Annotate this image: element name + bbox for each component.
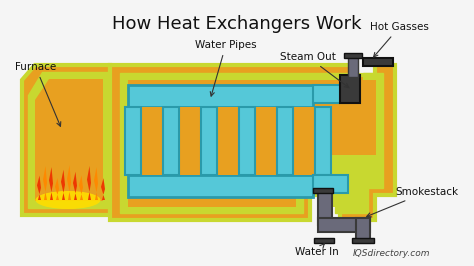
Bar — [363, 58, 393, 66]
Bar — [163, 107, 179, 175]
Bar — [314, 238, 334, 243]
Polygon shape — [128, 80, 376, 207]
Bar — [128, 85, 313, 107]
Bar — [340, 75, 360, 103]
Bar — [356, 218, 370, 243]
Text: IQSdirectory.com: IQSdirectory.com — [353, 249, 430, 258]
Polygon shape — [79, 175, 83, 200]
Text: Furnace: Furnace — [15, 62, 61, 126]
Polygon shape — [110, 65, 395, 220]
Text: Water Pipes: Water Pipes — [195, 40, 256, 96]
Bar — [344, 53, 362, 58]
Bar — [313, 188, 333, 193]
Text: Water In: Water In — [295, 244, 339, 257]
Bar — [179, 107, 201, 175]
Bar — [201, 107, 217, 175]
Polygon shape — [28, 72, 110, 208]
Bar — [239, 107, 255, 175]
Polygon shape — [49, 167, 53, 200]
Bar — [318, 190, 332, 225]
Polygon shape — [67, 165, 71, 200]
Text: Hot Gasses: Hot Gasses — [370, 22, 429, 57]
Bar — [141, 107, 163, 175]
Bar — [128, 175, 313, 197]
Text: Steam Out: Steam Out — [280, 52, 349, 88]
Polygon shape — [22, 65, 110, 215]
Bar — [125, 107, 141, 175]
Polygon shape — [55, 178, 59, 200]
Text: Smokestack: Smokestack — [367, 187, 458, 217]
Polygon shape — [94, 167, 98, 200]
Bar — [352, 238, 374, 243]
Text: How Heat Exchangers Work: How Heat Exchangers Work — [112, 15, 362, 33]
Bar — [313, 175, 348, 193]
Polygon shape — [35, 79, 103, 201]
Polygon shape — [296, 155, 376, 207]
Polygon shape — [73, 172, 77, 200]
Bar — [255, 107, 277, 175]
Polygon shape — [87, 166, 91, 200]
Ellipse shape — [36, 191, 100, 209]
Bar — [318, 218, 370, 232]
Polygon shape — [37, 176, 41, 200]
Polygon shape — [43, 166, 47, 200]
Polygon shape — [61, 170, 65, 200]
Bar — [217, 107, 239, 175]
Polygon shape — [101, 178, 105, 200]
Bar — [315, 107, 331, 175]
Bar — [313, 85, 348, 103]
Polygon shape — [120, 73, 383, 213]
Bar — [277, 107, 293, 175]
Bar — [348, 55, 358, 77]
Bar — [293, 107, 315, 175]
